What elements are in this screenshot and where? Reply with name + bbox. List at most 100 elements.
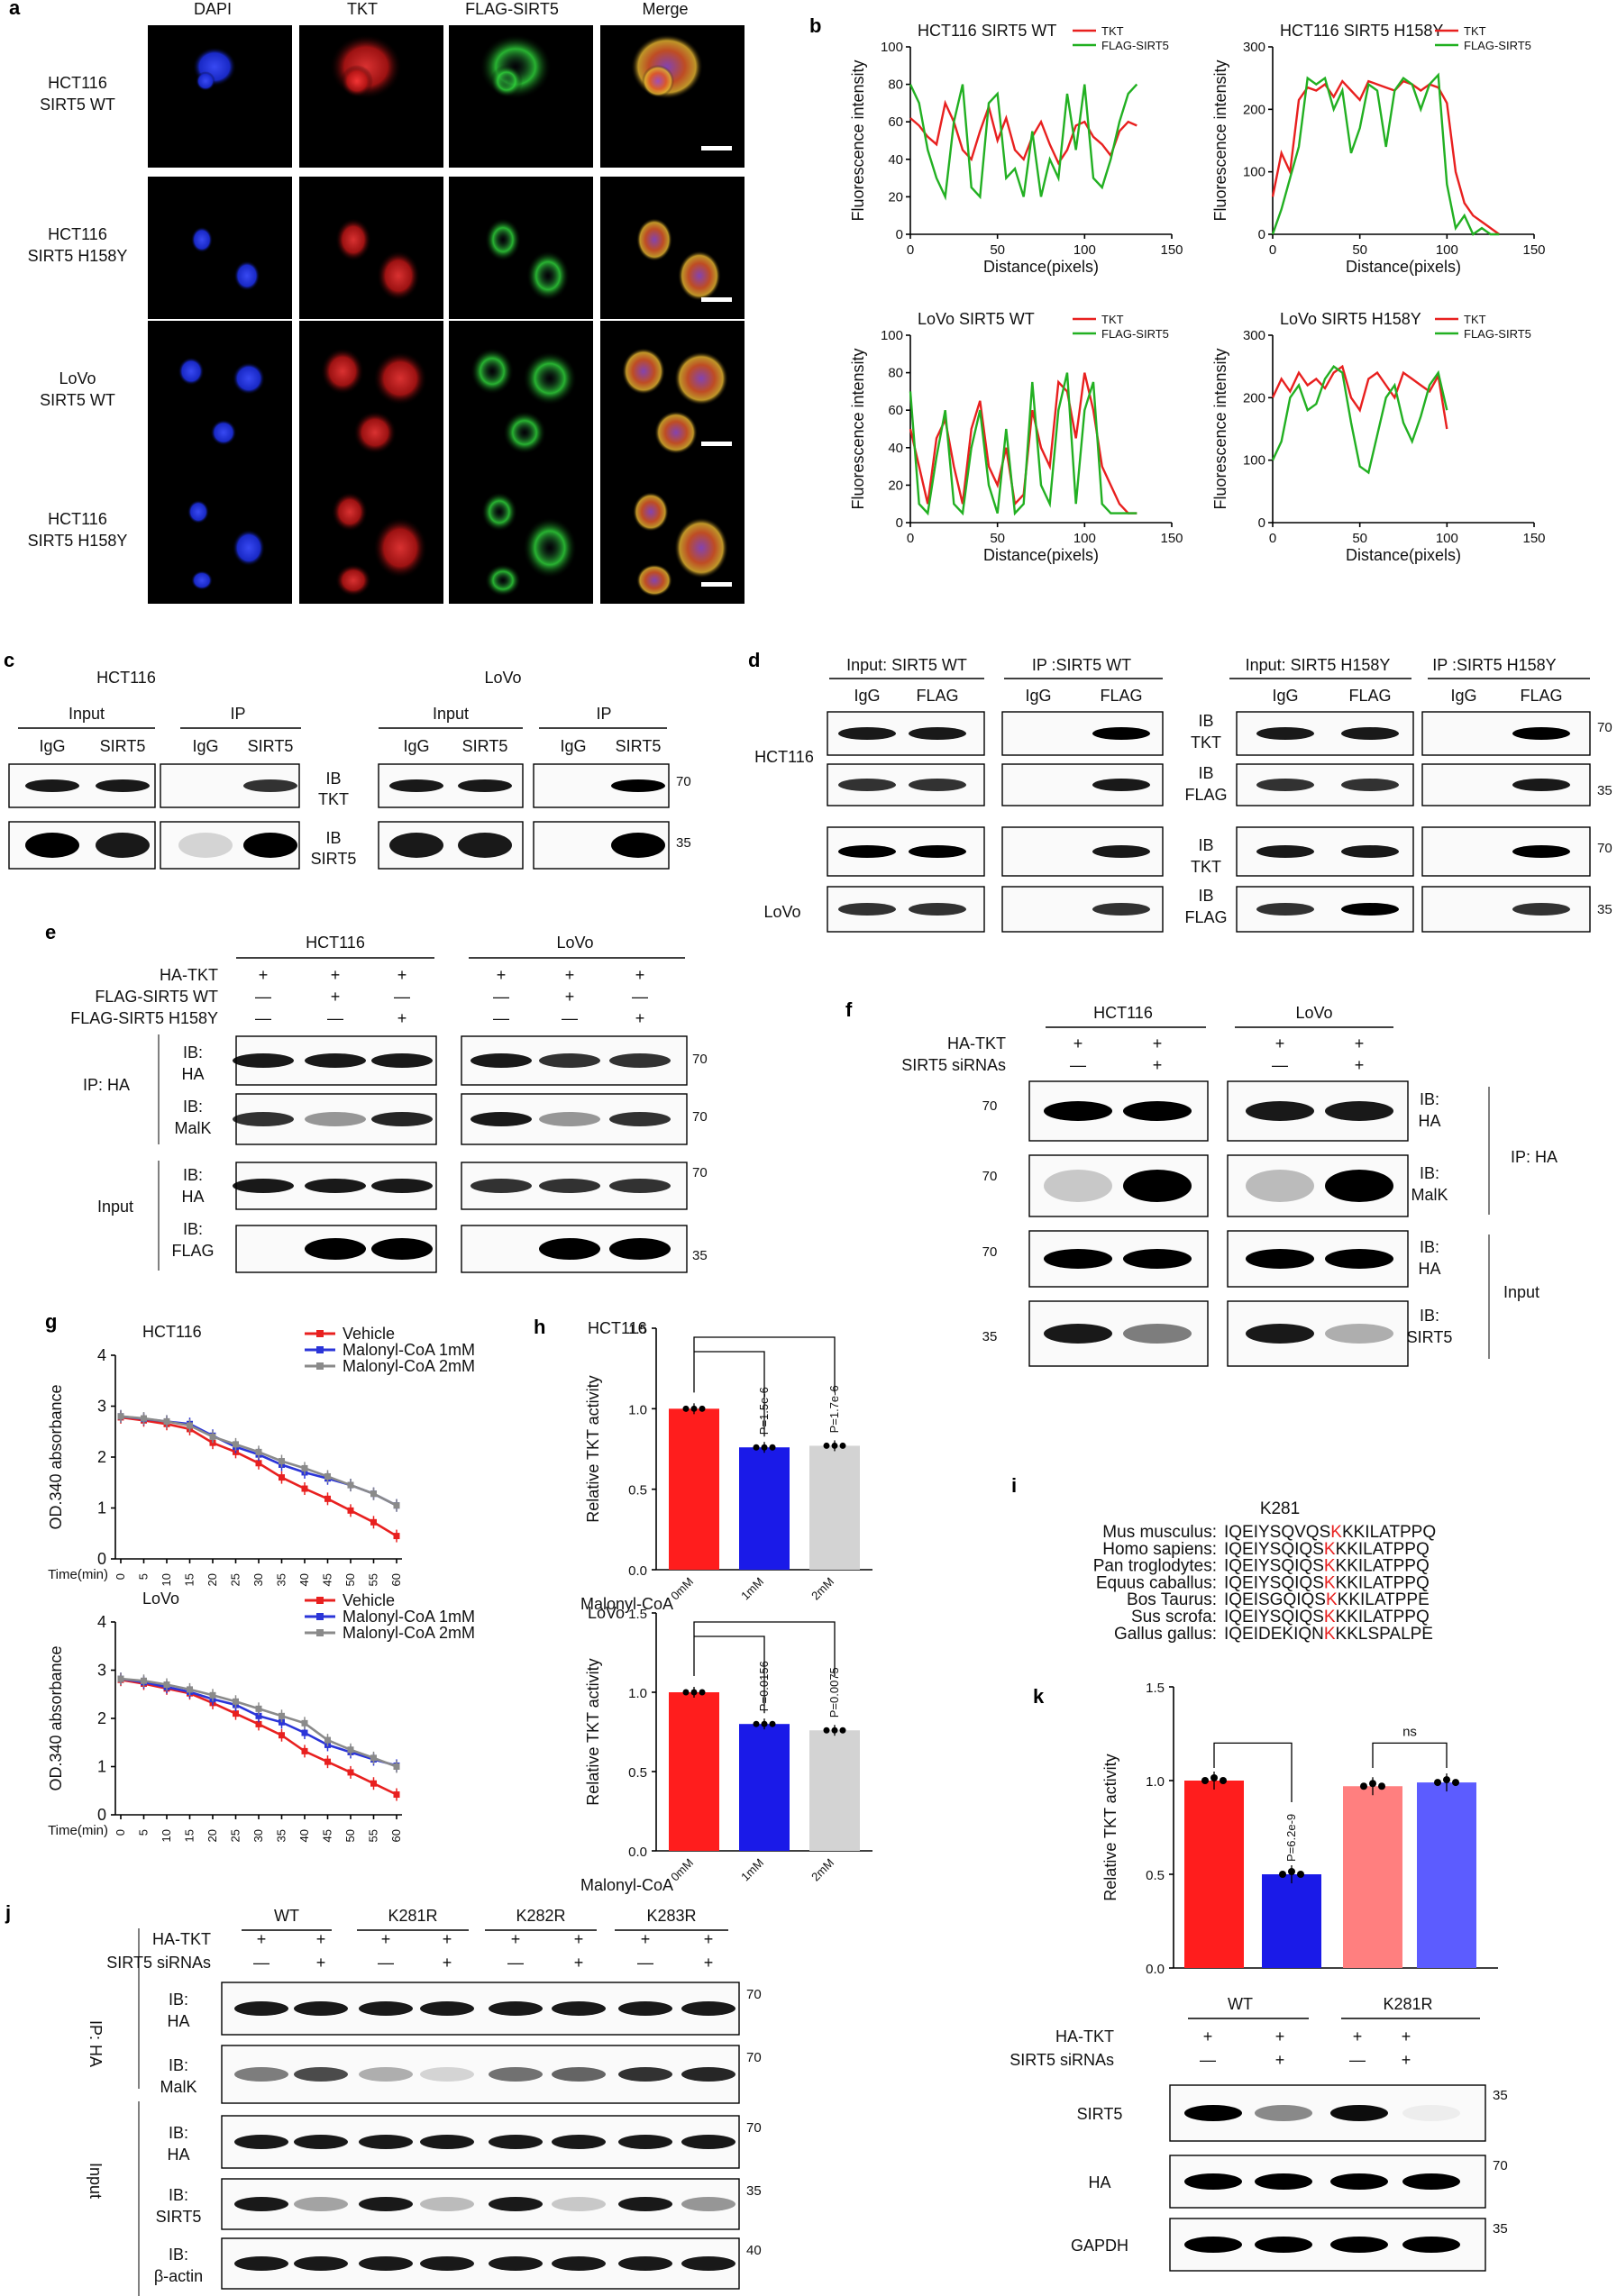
sign-mark: + [381,1930,391,1948]
blot-band [681,2135,735,2149]
significance-bracket [1372,1742,1448,1768]
data-point [279,1458,285,1465]
y-tick-label: 200 [1243,390,1265,405]
mw-marker: 35 [1597,783,1612,798]
row-label: HA-TKT [1055,2027,1114,2045]
y-tick-label: 300 [1243,40,1265,55]
data-point [1434,1779,1441,1787]
data-point [209,1433,216,1440]
blot-band [458,779,512,792]
highlighted-lysine: K [1330,1523,1342,1542]
blot-band [552,2256,606,2271]
highlighted-lysine: K [1324,1608,1336,1626]
y-tick-label: 300 [1243,328,1265,343]
mw-marker: 70 [676,774,691,789]
panel-d-coip-blot: Input: SIRT5 WT IP :SIRT5 WT Input: SIRT… [754,656,1612,933]
data-point [393,1763,400,1770]
blot-band [371,1112,433,1126]
x-tick-label: 40 [297,1573,311,1586]
x-tick-label: 0 [114,1829,127,1836]
ib-label: IB: [1420,1307,1439,1325]
blot-band [294,2256,348,2271]
sequence-suffix: KKILATPPQ [1342,1523,1436,1542]
y-axis-label: OD.340 absorbance [47,1384,65,1529]
data-point [393,1791,400,1799]
data-point [141,1415,147,1422]
panel-k-activity: 0.0 0.5 1.0 1.5 Relative TKT activity P=6.2e-… [1009,1681,1508,2272]
blot-band [552,2197,606,2211]
site-label: K281 [1260,1499,1300,1518]
bar [669,1692,719,1851]
legend-marker [316,1613,324,1620]
mw-marker: 70 [982,1098,998,1114]
chart-title: LoVo SIRT5 WT [918,310,1035,328]
category-label: 2mM [808,1856,836,1884]
sign-mark: + [316,1954,326,1972]
panel-c-coip-blot: HCT116 LoVo Input IP Input IP IgG SIRT5 … [8,669,691,870]
group-label: IP: HA [83,1076,130,1094]
chart-title: LoVo SIRT5 H158Y [1280,310,1421,328]
lane-label: IgG [192,737,218,755]
y-tick-label: 1.0 [628,1686,647,1701]
category-label: 1mM [738,1575,766,1603]
row-label: Malonyl-CoA [580,1876,673,1894]
blot-band [389,833,443,858]
sign-mark: + [704,1954,714,1972]
lane-label: FLAG [916,687,958,705]
lane-label: SIRT5 [100,737,146,755]
significance-bracket [693,1621,836,1676]
blot-band [389,779,443,792]
sign-mark: + [259,966,269,984]
y-tick-label: 0.5 [1146,1868,1165,1883]
panel-a-microscopy: DAPI TKT FLAG-SIRT5 Merge HCT116 SIRT5 WT… [28,0,745,604]
x-tick-label: 25 [229,1573,242,1586]
series-line-tkt [1271,364,1448,430]
blot-band [1044,1324,1112,1344]
ib-label: IB: [183,1098,203,1116]
blot-band [1246,1324,1314,1344]
blot-band [1184,2173,1242,2190]
legend-label: Malonyl-CoA 2mM [343,1624,475,1642]
y-tick-label: 0 [97,1806,106,1824]
panel-letter-i: i [1011,1474,1017,1497]
panel-h-activity: HCT116 0.0 0.5 1.0 1.5 Relative TKT activity M… [580,1319,872,1894]
x-tick-label: 55 [367,1573,380,1586]
data-point [831,1727,838,1734]
group-label: WT [1228,1995,1253,2013]
cell-line-label: HCT116 [306,934,365,952]
bar [1184,1781,1244,1968]
sequence-prefix: IQEIYSQIQS [1224,1573,1324,1592]
x-tick-label: 50 [1352,531,1367,546]
panel-letter-d: d [748,649,760,671]
x-tick-label: 150 [1522,242,1545,258]
legend-label: TKT [1101,313,1124,326]
highlighted-lysine: K [1324,1573,1336,1592]
lane-label: IgG [1025,687,1051,705]
sign-mark: — [327,1009,343,1027]
blot-band [1123,1324,1192,1344]
x-tick-label: 10 [160,1829,173,1842]
sign-mark: — [1200,2051,1216,2069]
y-tick-label: 80 [888,366,903,381]
category-label: 1mM [738,1856,766,1884]
category-label: 0mM [668,1856,696,1884]
blot-band [611,779,665,792]
blot-band [305,1053,366,1068]
cell-line-label: HCT116 [96,669,156,687]
significance-bracket [694,1635,765,1714]
blot-band [552,2135,606,2149]
group-label: K282R [516,1907,565,1925]
data-point [233,1698,239,1705]
sign-mark: — [507,1954,524,1972]
lane-label: IgG [39,737,65,755]
cell-blob [678,251,721,301]
legend-label: TKT [1464,24,1486,38]
ib-label: IB: [169,2186,188,2204]
blot-band [371,1238,433,1260]
mw-marker: 70 [746,2050,762,2065]
cell-blob [377,251,420,301]
sequence-prefix: IQEIYSQVQS [1224,1523,1330,1542]
data-point [187,1686,193,1693]
y-tick-label: 1.5 [628,1607,647,1622]
group-label: IP: HA [1511,1148,1558,1166]
